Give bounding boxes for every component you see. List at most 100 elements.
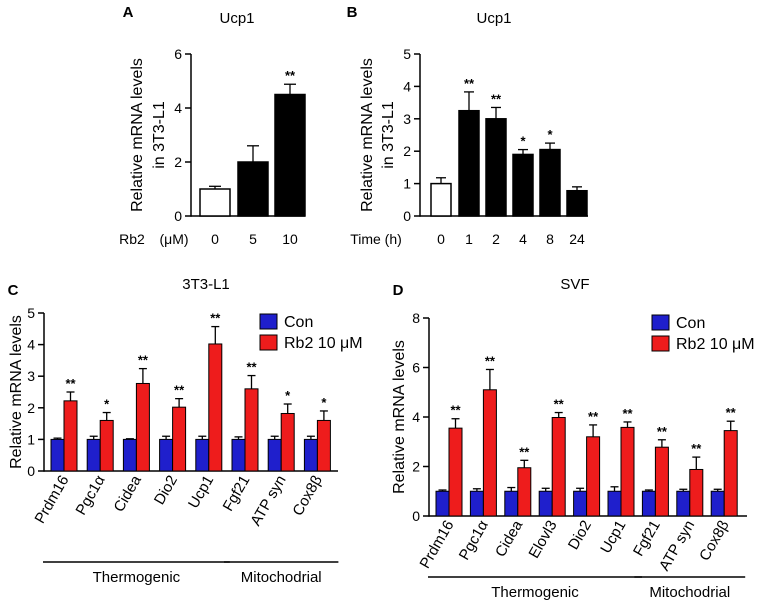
panel-a-bar-2 (274, 93, 306, 217)
panel-d-bar-rb2-8 (723, 430, 738, 517)
panel-c-bar-con-3 (159, 438, 174, 472)
panel-d-bar-con-2 (504, 490, 519, 517)
panel-c-legend-label-1: Rb2 10 μM (284, 335, 363, 352)
panel-c-bar-con-6 (267, 438, 282, 472)
panel-b-y-tick-label-5: 5 (403, 46, 411, 62)
panel-a-bar-1 (237, 161, 269, 217)
panel-a-title: Ucp1 (219, 10, 254, 27)
panel-d-bar-rb2-5 (620, 426, 635, 517)
panel-b-xtick-5: 24 (569, 231, 585, 247)
panel-a-sig-2: ** (285, 68, 296, 83)
panel-b-xtick-2: 2 (492, 231, 500, 247)
panel-c-legend-swatch-0 (259, 313, 278, 330)
panel-c-category-2: Cidea (111, 472, 146, 515)
panel-c-bar-rb2-5 (244, 388, 259, 472)
panel-c-legend-label-0: Con (284, 314, 313, 331)
panel-d-bar-con-8 (710, 490, 725, 517)
panel-d-legend-swatch-1 (651, 335, 670, 352)
panel-d-bar-rb2-1 (482, 389, 497, 517)
panel-d-category-2: Cidea (492, 517, 527, 560)
panel-c-bar-rb2-4 (208, 343, 223, 472)
panel-c-sig-5: ** (246, 360, 257, 375)
panel-c-bar-con-2 (122, 438, 137, 472)
panel-d-y-tick-label-3: 6 (412, 360, 420, 376)
panel-d-bar-con-5 (607, 490, 622, 517)
panel-c-category-4: Ucp1 (185, 473, 217, 512)
panel-b-title: Ucp1 (476, 10, 511, 27)
panel-c-y-tick-label-5: 5 (27, 305, 35, 321)
panel-c-bar-rb2-1 (99, 419, 114, 472)
panel-c-category-6: ATP syn (247, 473, 289, 529)
panel-a-bar-0 (199, 188, 231, 217)
panel-a-xlabel-prefix: Rb2 (119, 231, 145, 247)
panel-b-bar-3 (512, 153, 534, 217)
panel-d-bar-rb2-2 (517, 467, 532, 517)
panel-c-group-label-0: Thermogenic (93, 569, 181, 586)
panel-d-ylabel: Relative mRNA levels (391, 340, 408, 494)
panel-c-sig-4: ** (210, 311, 221, 326)
panel-d-bar-con-7 (676, 490, 691, 517)
panel-d-legend-label-1: Rb2 10 μM (676, 336, 755, 353)
panel-a-y-tick-label-1: 2 (174, 154, 182, 170)
panel-d-y-tick-label-4: 8 (412, 310, 420, 326)
panel-d-group-label-1: Mitochodrial (649, 584, 730, 601)
panel-d-category-6: Fgf21 (630, 518, 664, 560)
panel-d-bar-rb2-0 (448, 427, 463, 517)
panel-d-group-label-0: Thermogenic (491, 584, 579, 601)
panel-b-y-tick-label-1: 1 (403, 176, 411, 192)
panel-c-y-tick-label-0: 0 (27, 463, 35, 479)
panel-c-sig-6: * (285, 388, 291, 403)
panel-c-bar-rb2-3 (172, 406, 187, 472)
panel-d-sig-2: ** (519, 444, 530, 459)
panel-c-sig-0: ** (65, 376, 76, 391)
panel-d-sig-7: ** (691, 441, 702, 456)
panel-d-label: D (393, 282, 404, 299)
panel-c-sig-3: ** (174, 383, 185, 398)
panel-b-sig-1: ** (464, 76, 475, 91)
panel-c-group-label-1: Mitochodrial (241, 569, 322, 586)
panel-c-bar-rb2-7 (316, 419, 331, 472)
panel-c-title: 3T3-L1 (182, 276, 230, 293)
panel-d-category-1: Pgc1α (456, 517, 492, 563)
panel-a-xtick-1: 5 (249, 231, 257, 247)
panel-c-category-1: Pgc1α (73, 472, 109, 518)
panel-b-xtick-3: 4 (519, 231, 527, 247)
panel-d-sig-6: ** (657, 424, 668, 439)
panel-a-y-tick-label-3: 6 (174, 46, 182, 62)
panel-b-ylabel-2: in 3T3-L1 (380, 101, 397, 169)
panel-d-bar-con-3 (538, 490, 553, 517)
panel-c-y-tick-label-1: 1 (27, 431, 35, 447)
panel-c-bar-con-0 (50, 438, 65, 472)
panel-d-sig-5: ** (622, 406, 633, 421)
panel-b-sig-2: ** (491, 91, 502, 106)
panel-d-sig-1: ** (485, 353, 496, 368)
panel-b-y-tick-label-0: 0 (403, 208, 411, 224)
panel-d-legend-label-0: Con (676, 315, 705, 332)
panel-d-bar-con-4 (573, 490, 588, 517)
panel-b-xtick-1: 1 (465, 231, 473, 247)
panel-d-bar-rb2-4 (586, 436, 601, 517)
panel-a-y-tick-label-2: 4 (174, 100, 182, 116)
panel-a-ylabel-2: in 3T3-L1 (151, 101, 168, 169)
panel-c-bar-con-4 (195, 438, 210, 472)
panel-b-bar-4 (539, 148, 561, 217)
panel-b-bar-0 (430, 182, 452, 217)
panel-c-bar-con-5 (231, 438, 246, 472)
panel-c-y-tick-label-4: 4 (27, 337, 35, 353)
panel-b-sig-3: * (520, 134, 526, 149)
panel-d-y-tick-label-2: 4 (412, 409, 420, 425)
panel-d-bar-rb2-6 (654, 446, 669, 517)
panel-d-category-8: Cox8β (696, 517, 733, 564)
panel-c-sig-1: * (104, 397, 110, 412)
panel-d-y-tick-label-0: 0 (412, 508, 420, 524)
panel-b-ylabel-1: Relative mRNA levels (359, 58, 376, 212)
panel-b-xtick-4: 8 (546, 231, 554, 247)
panel-c-category-0: Prdm16 (31, 473, 72, 527)
panel-a-ylabel-1: Relative mRNA levels (129, 58, 146, 212)
panel-c-sig-2: ** (138, 353, 149, 368)
panel-d-sig-8: ** (726, 405, 737, 420)
panel-c-category-3: Dio2 (151, 473, 181, 508)
panel-d-bar-rb2-3 (551, 416, 566, 517)
panel-d-bar-con-6 (641, 490, 656, 517)
